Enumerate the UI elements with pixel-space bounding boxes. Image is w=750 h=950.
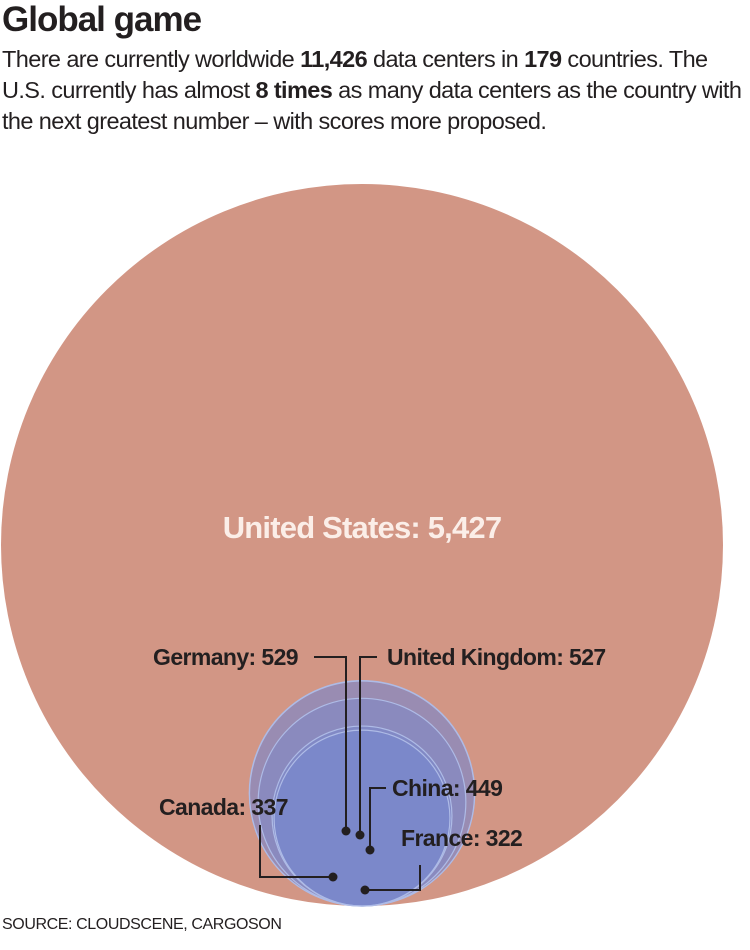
leader-dot-united-kingdom [355,830,365,840]
label-china: China: 449 [392,775,502,801]
label-canada: Canada: 337 [159,794,288,820]
intro-part-1: There are currently worldwide [2,46,301,72]
source-note: SOURCE: CLOUDSCENE, CARGOSON [2,916,282,933]
leader-dot-france [360,885,370,895]
leader-dot-china [365,845,375,855]
intro-text: There are currently worldwide 11,426 dat… [2,44,742,137]
ratio-text: 8 times [255,77,333,103]
label-germany: Germany: 529 [153,644,298,670]
label-united-kingdom: United Kingdom: 527 [387,644,606,670]
total-centers: 11,426 [300,46,368,72]
label-united-states: United States: 5,427 [223,510,502,545]
leader-line-france [365,865,421,891]
bubbles-group [1,184,723,907]
leader-lines-group [259,656,421,895]
labels-group: United States: 5,427 Germany: 529 United K… [153,510,606,851]
label-france: France: 322 [401,825,522,851]
bubble-united-states [1,184,723,906]
leader-line-germany [314,656,347,831]
leader-line-united-kingdom [359,656,377,835]
chart-title: Global game [2,0,202,39]
intro-part-3: countries. The U.S. currently has almost [2,46,708,103]
intro-part-4: as many data centers as the country with… [2,77,742,134]
leader-dot-canada [328,872,338,882]
leader-line-china [369,787,386,850]
leader-dot-germany [341,826,351,836]
leader-line-canada [259,825,333,878]
bubble-france [273,729,451,907]
intro-part-2: data centers in [367,46,525,72]
total-countries: 179 [524,46,562,72]
